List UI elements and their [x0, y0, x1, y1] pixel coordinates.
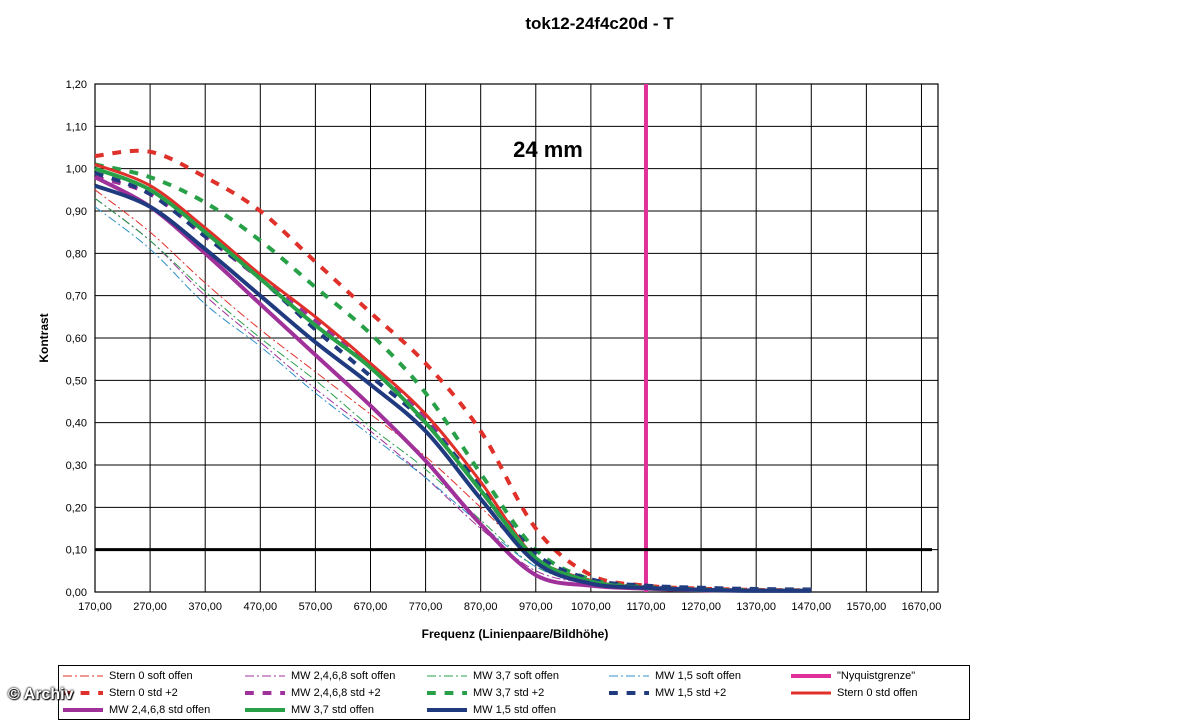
x-tick-label: 170,00: [78, 601, 112, 613]
series-line: [94, 166, 812, 593]
series-line: [94, 175, 812, 593]
legend-swatch: [63, 675, 103, 677]
legend-label: Stern 0 std offen: [837, 687, 918, 699]
legend-item: MW 3,7 std offen: [243, 704, 374, 716]
legend-item: "Nyquistgrenze": [789, 670, 915, 682]
x-tick-label: 470,00: [243, 601, 277, 613]
x-tick-label: 1570,00: [846, 601, 886, 613]
x-tick-label: 1370,00: [736, 601, 776, 613]
chart-legend: Stern 0 soft offen MW 2,4,6,8 soft offen M…: [58, 665, 970, 720]
x-tick-label: 570,00: [299, 601, 333, 613]
legend-item: MW 1,5 std +2: [607, 687, 726, 699]
y-tick-label: 0,70: [66, 291, 87, 303]
legend-label: MW 1,5 std offen: [473, 704, 556, 716]
legend-swatch: [245, 675, 285, 677]
legend-label: MW 2,4,6,8 soft offen: [291, 670, 396, 682]
y-axis-label: Kontrast: [37, 313, 51, 362]
series-line: [94, 183, 812, 593]
legend-label: MW 3,7 std offen: [291, 704, 374, 716]
legend-item: Stern 0 std +2: [61, 687, 178, 699]
legend-label: MW 3,7 soft offen: [473, 670, 560, 682]
tick-labels: 170,00 270,00 370,00 470,00 570,00 670,00 770,…: [66, 79, 942, 613]
y-tick-label: 0,90: [66, 206, 87, 218]
y-tick-label: 0,30: [66, 460, 87, 472]
y-tick-label: 1,00: [66, 164, 87, 176]
legend-label: MW 3,7 std +2: [473, 687, 545, 699]
legend-swatch: [791, 691, 831, 695]
legend-item: MW 2,4,6,8 std offen: [61, 704, 210, 716]
legend-swatch: [245, 691, 285, 695]
x-tick-label: 1170,00: [627, 601, 666, 613]
x-tick-label: 870,00: [464, 601, 498, 613]
y-tick-label: 0,10: [66, 545, 87, 557]
legend-swatch: [63, 708, 103, 712]
legend-swatch: [245, 708, 285, 712]
chart-title: tok12-24f4c20d - T: [525, 14, 674, 33]
x-tick-label: 1270,00: [681, 601, 721, 613]
focal-length-annotation: 24 mm: [513, 137, 583, 162]
x-tick-label: 370,00: [188, 601, 222, 613]
legend-label: Stern 0 soft offen: [109, 670, 193, 682]
legend-label: MW 1,5 soft offen: [655, 670, 742, 682]
legend-item: MW 2,4,6,8 soft offen: [243, 670, 395, 682]
plot-frame: [94, 83, 939, 593]
watermark: © Archiv: [8, 686, 74, 703]
series-line: [94, 171, 812, 592]
legend-label: "Nyquistgrenze": [837, 670, 916, 682]
legend-swatch: [63, 691, 103, 695]
legend-item: Stern 0 std offen: [789, 687, 918, 699]
legend-swatch: [609, 675, 649, 677]
legend-label: Stern 0 std +2: [109, 687, 178, 699]
x-axis-label: Frequenz (Linienpaare/Bildhöhe): [422, 627, 609, 641]
y-tick-label: 1,10: [66, 121, 87, 133]
x-tick-label: 1470,00: [791, 601, 831, 613]
legend-item: Stern 0 soft offen: [61, 670, 193, 682]
x-tick-label: 270,00: [133, 601, 167, 613]
legend-swatch: [427, 708, 467, 712]
x-tick-label: 1670,00: [902, 601, 942, 613]
x-tick-label: 770,00: [409, 601, 443, 613]
series-line: [94, 148, 812, 593]
legend-swatch: [427, 675, 467, 677]
legend-item: MW 3,7 soft offen: [425, 670, 559, 682]
legend-swatch: [609, 691, 649, 695]
y-tick-label: 0,50: [66, 375, 87, 387]
y-tick-label: 0,00: [66, 587, 87, 599]
series-line: [94, 197, 812, 592]
legend-item: MW 2,4,6,8 std +2: [243, 687, 381, 699]
series-line: [94, 206, 812, 592]
legend-item: MW 1,5 soft offen: [607, 670, 741, 682]
x-tick-label: 670,00: [354, 601, 388, 613]
legend-label: MW 2,4,6,8 std offen: [109, 704, 211, 716]
plot-border: [94, 83, 939, 593]
legend-item: MW 3,7 std +2: [425, 687, 544, 699]
y-tick-label: 0,40: [66, 418, 87, 430]
y-tick-label: 1,20: [66, 79, 87, 91]
legend-swatch: [791, 674, 831, 678]
legend-label: MW 2,4,6,8 std +2: [291, 687, 381, 699]
legend-swatch: [427, 691, 467, 695]
series-line: [94, 175, 812, 593]
y-tick-label: 0,20: [66, 502, 87, 514]
series-layer: [94, 84, 812, 593]
x-tick-label: 970,00: [519, 601, 553, 613]
y-tick-label: 0,60: [66, 333, 87, 345]
y-tick-label: 0,80: [66, 248, 87, 260]
legend-label: MW 1,5 std +2: [655, 687, 727, 699]
x-tick-label: 1070,00: [571, 601, 611, 613]
legend-item: MW 1,5 std offen: [425, 704, 556, 716]
